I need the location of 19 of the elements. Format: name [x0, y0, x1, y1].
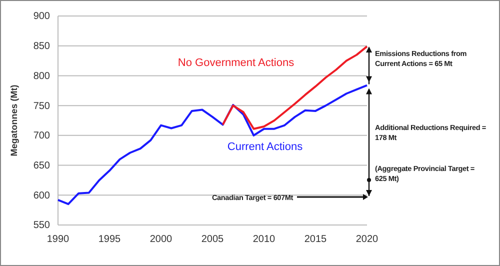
x-tick-label: 2015 [304, 234, 328, 246]
y-tick-label: 600 [33, 190, 50, 202]
series-label: Current Actions [227, 141, 304, 153]
x-tick-label: 2000 [150, 234, 173, 246]
y-tick-label: 700 [33, 130, 50, 142]
x-tick-label: 2010 [252, 234, 276, 246]
y-tick-label: 550 [33, 220, 50, 232]
x-tick-label: 2005 [201, 234, 224, 246]
y-tick-label: 850 [33, 41, 50, 52]
y-axis-title: Megatonnes (Mt) [9, 84, 19, 156]
y-tick-label: 750 [33, 100, 50, 112]
y-tick-label: 800 [33, 70, 50, 82]
y-tick-label: 900 [33, 11, 50, 22]
x-tick-label: 1995 [98, 234, 122, 246]
line-series [57, 84, 368, 206]
x-tick-label: 1990 [46, 234, 70, 246]
text: No Government Actions [178, 57, 295, 69]
x-tick-label: 2020 [356, 234, 379, 246]
y-tick-label: 650 [33, 160, 50, 172]
